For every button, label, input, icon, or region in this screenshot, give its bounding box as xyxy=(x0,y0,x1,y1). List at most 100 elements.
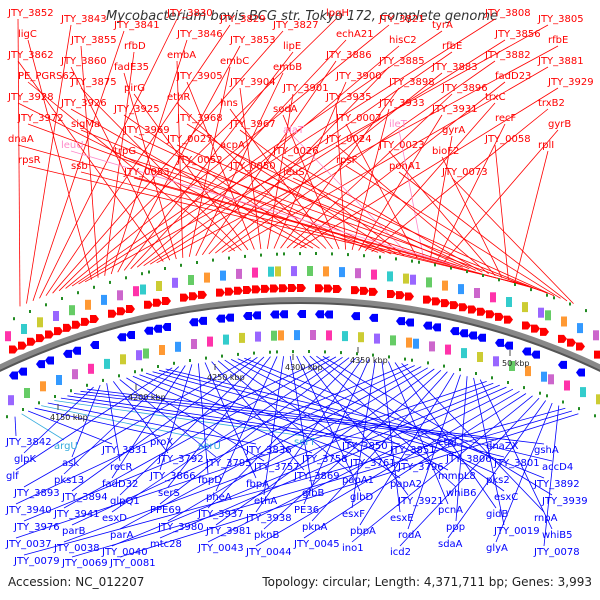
reverse-gene-label: glpK xyxy=(14,454,36,465)
forward-gene-leader xyxy=(45,24,231,296)
reverse-gene-label: gidB xyxy=(486,509,508,520)
reverse-gene-leader xyxy=(296,355,361,492)
forward-gene-arrow xyxy=(108,309,117,318)
feature-block xyxy=(326,330,332,341)
feature-tick xyxy=(379,255,381,259)
feature-tick xyxy=(569,302,571,306)
feature-block xyxy=(294,330,300,341)
reverse-gene-label: JTY_3938 xyxy=(245,513,292,524)
reverse-gene-label: JTY_3866 xyxy=(149,471,196,482)
forward-gene-leader xyxy=(345,123,418,259)
feature-tick xyxy=(45,303,47,307)
forward-gene-leader xyxy=(17,102,307,249)
forward-gene-label: JTY_3852 xyxy=(7,8,54,19)
forward-gene-leader xyxy=(229,108,333,250)
reverse-gene-leader xyxy=(80,390,497,441)
feature-block xyxy=(577,323,583,334)
reverse-gene-label: fbpD xyxy=(198,475,222,486)
forward-gene-arrow xyxy=(405,292,414,301)
feature-tick xyxy=(13,317,15,321)
forward-gene-label: embA xyxy=(167,50,196,61)
reverse-gene-arrow xyxy=(36,360,45,369)
forward-gene-label: recF xyxy=(495,113,517,124)
feature-block xyxy=(522,302,528,313)
forward-gene-leader xyxy=(398,129,425,260)
forward-gene-leader xyxy=(286,93,453,249)
reverse-gene-leader xyxy=(112,381,169,454)
feature-block xyxy=(220,270,226,281)
reverse-gene-label: JTY_3980 xyxy=(157,522,204,533)
feature-block xyxy=(593,330,599,341)
forward-gene-leader xyxy=(186,123,398,256)
feature-tick xyxy=(109,280,111,284)
forward-gene-leader xyxy=(186,165,542,292)
feature-tick xyxy=(196,261,198,264)
forward-gene-label: JTY_3931 xyxy=(431,104,478,115)
forward-gene-leader xyxy=(229,150,476,271)
feature-block xyxy=(175,341,181,352)
forward-gene-leader xyxy=(335,144,490,275)
backbone-arc xyxy=(0,296,600,371)
reverse-gene-leader xyxy=(255,358,363,513)
reverse-gene-label: JTY_3801 xyxy=(493,458,540,469)
forward-gene-arrow xyxy=(432,297,441,306)
reverse-gene-leader xyxy=(23,357,252,488)
feature-block xyxy=(545,310,551,321)
reverse-gene-label: JTY_3795 xyxy=(205,458,252,469)
feature-block xyxy=(477,352,483,362)
forward-gene-leader xyxy=(293,81,506,249)
feature-block xyxy=(88,363,94,374)
forward-gene-label: JTY_0052 xyxy=(176,155,223,166)
feature-block xyxy=(580,387,586,398)
feature-tick xyxy=(315,252,317,255)
reverse-gene-leader xyxy=(111,384,500,547)
feature-block xyxy=(538,307,544,318)
forward-gene-arrow xyxy=(216,288,225,297)
feature-tick xyxy=(189,359,191,362)
forward-gene-leader xyxy=(441,156,503,278)
forward-gene-arrow xyxy=(324,284,333,293)
forward-gene-arrow xyxy=(261,284,270,293)
forward-gene-label: alaT xyxy=(283,125,305,136)
reverse-gene-label: JTY_3796 xyxy=(397,462,444,473)
feature-tick xyxy=(141,272,143,276)
reverse-gene-label: dnaZX xyxy=(486,441,519,452)
reverse-gene-leader xyxy=(407,374,461,530)
reverse-gene-arrow xyxy=(279,310,288,319)
reverse-gene-leader xyxy=(159,386,507,539)
scale-tick-label: 4150 kbp xyxy=(50,413,88,422)
reverse-gene-label: pknA xyxy=(302,522,327,533)
forward-gene-label: echA21 xyxy=(336,29,374,40)
feature-tick xyxy=(427,361,429,365)
reverse-gene-arrow xyxy=(423,321,432,330)
forward-gene-leader xyxy=(388,150,496,277)
forward-gene-label: JTY_3967 xyxy=(229,119,276,130)
feature-block xyxy=(548,374,554,385)
feature-block xyxy=(159,345,165,355)
feature-block xyxy=(5,331,11,342)
reverse-gene-leader xyxy=(145,372,409,462)
feature-block xyxy=(561,316,567,327)
forward-gene-arrow xyxy=(72,320,81,329)
reverse-gene-label: JTY_3981 xyxy=(205,526,252,537)
reverse-gene-label: JTY_3758 xyxy=(301,454,348,465)
feature-block xyxy=(72,369,78,380)
forward-gene-arrow xyxy=(234,286,243,295)
reverse-gene-leader xyxy=(159,369,505,458)
reverse-gene-arrow xyxy=(324,310,333,319)
reverse-gene-label: icd2 xyxy=(390,547,411,558)
feature-block xyxy=(525,366,531,377)
reverse-gene-arrow xyxy=(117,333,126,342)
feature-block xyxy=(410,274,416,285)
forward-gene-label: JTY_3856 xyxy=(494,29,541,40)
forward-gene-label: JTY_3900 xyxy=(335,71,382,82)
reverse-gene-label: JTY_3806 xyxy=(445,454,492,465)
forward-gene-arrow xyxy=(189,292,198,301)
reverse-gene-label: whiB5 xyxy=(542,530,573,541)
forward-gene-arrow xyxy=(360,286,369,295)
forward-gene-label: sodA xyxy=(273,104,298,115)
forward-gene-label: JTY_3933 xyxy=(378,98,425,109)
forward-gene-label: ssb xyxy=(71,161,88,172)
feature-tick xyxy=(269,350,271,354)
